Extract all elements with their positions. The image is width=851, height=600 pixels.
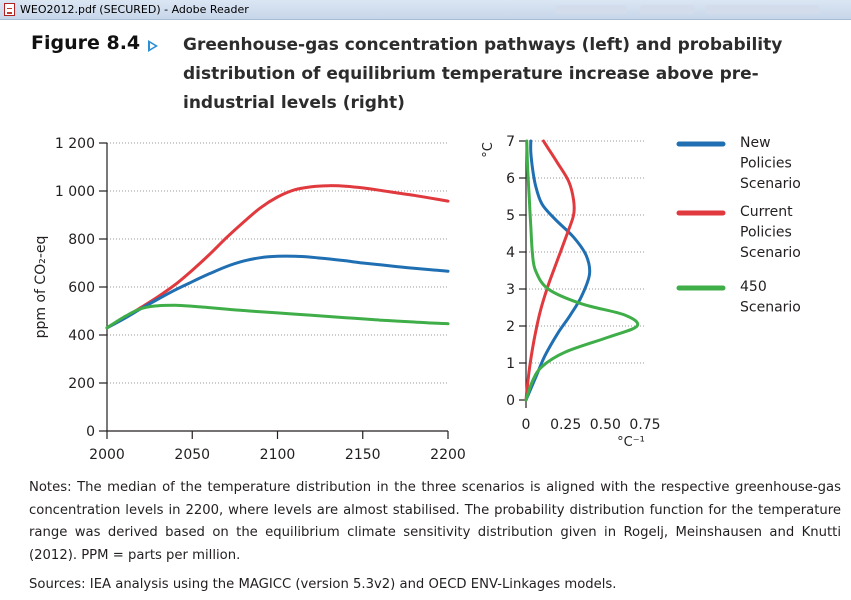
left-y-tick-label: 1 200: [55, 136, 95, 152]
right-y-tick-label: 0: [506, 393, 515, 409]
right-y-tick-label: 5: [506, 208, 515, 224]
right-y-tick-label: 6: [506, 171, 515, 187]
right-x-tick-label: 0.50: [590, 417, 621, 433]
left-y-tick-label: 400: [68, 328, 95, 344]
left-y-tick-label: 0: [86, 424, 95, 440]
legend-label: Scenario: [740, 245, 801, 261]
left-series-line: [105, 303, 450, 330]
triangle-right-icon: [148, 40, 158, 52]
left-series-line: [105, 254, 450, 330]
legend-label: Policies: [740, 225, 792, 241]
legend-label: Current: [740, 204, 793, 220]
right-series-line: [524, 139, 640, 402]
right-y-tick-label: 7: [506, 134, 515, 150]
legend-label: Scenario: [740, 176, 801, 192]
pdf-document-icon: [4, 3, 15, 16]
right-y-tick-label: 2: [506, 319, 515, 335]
right-y-tick-label: 3: [506, 282, 515, 298]
left-y-tick-label: 200: [68, 376, 95, 392]
left-y-tick-label: 600: [68, 280, 95, 296]
blurred-taskbar-item: [705, 5, 820, 14]
right-series-line: [524, 139, 592, 402]
blurred-taskbar-item: [640, 5, 695, 14]
right-y-tick-label: 4: [506, 245, 515, 261]
left-y-tick-label: 1 000: [55, 184, 95, 200]
right-x-tick-label: 0.75: [629, 417, 660, 433]
legend-label: New: [740, 135, 771, 151]
legend-label: Scenario: [740, 300, 801, 316]
figure-label: Figure 8.4: [31, 32, 141, 54]
left-y-axis-label: ppm of CO₂-eq: [33, 236, 49, 339]
right-y-axis-label: °C: [481, 142, 496, 158]
left-x-tick-label: 2150: [345, 447, 381, 463]
right-x-tick-label: 0: [522, 417, 531, 433]
right-series-line: [524, 139, 576, 402]
right-x-axis-label: °C⁻¹: [617, 435, 645, 450]
figure-notes: Notes: The median of the temperature dis…: [29, 480, 841, 563]
left-x-tick-label: 2100: [260, 447, 296, 463]
window-title-bar: WEO2012.pdf (SECURED) - Adobe Reader: [0, 0, 851, 20]
left-y-tick-label: 800: [68, 232, 95, 248]
right-y-tick-label: 1: [506, 356, 515, 372]
window-title: WEO2012.pdf (SECURED) - Adobe Reader: [20, 3, 249, 16]
left-x-tick-label: 2050: [174, 447, 210, 463]
left-x-tick-label: 2200: [430, 447, 466, 463]
legend-label: 450: [740, 279, 767, 295]
right-x-tick-label: 0.25: [550, 417, 581, 433]
legend-label: Policies: [740, 156, 792, 172]
left-x-tick-label: 2000: [89, 447, 125, 463]
left-series-line: [105, 184, 450, 330]
blurred-taskbar-item: [555, 5, 627, 14]
figure-sources: Sources: IEA analysis using the MAGICC (…: [29, 577, 617, 592]
figure-title: Greenhouse-gas concentration pathways (l…: [183, 35, 783, 113]
